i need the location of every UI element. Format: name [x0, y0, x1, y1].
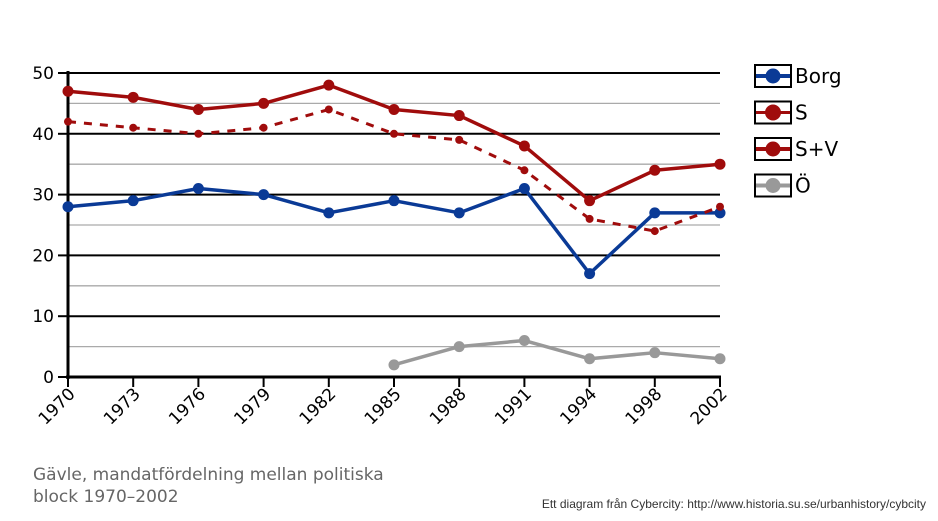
data-point-s	[64, 117, 72, 126]
x-tick-label: 1988	[426, 384, 471, 429]
legend-marker	[765, 141, 781, 157]
data-point-s	[259, 123, 268, 132]
legend-label: Borg	[795, 64, 842, 88]
data-point-o	[584, 353, 596, 365]
x-tick-label: 2002	[687, 384, 732, 429]
data-point-s	[129, 123, 138, 132]
data-point-borg	[258, 189, 270, 201]
data-point-o	[388, 359, 400, 371]
data-point-s-v	[388, 103, 400, 115]
x-tick-label: 1985	[361, 384, 406, 429]
legend-label: Ö	[795, 174, 811, 198]
data-point-s-v	[62, 85, 74, 97]
data-point-s-v	[518, 140, 530, 152]
data-point-s	[390, 129, 398, 138]
data-point-s-v	[453, 110, 465, 122]
data-point-s	[520, 166, 529, 175]
data-point-s-v	[258, 97, 270, 109]
data-point-s	[455, 135, 464, 144]
data-point-borg	[518, 183, 530, 195]
series-line-s	[67, 107, 721, 233]
x-tick-label: 1991	[491, 384, 536, 429]
legend-marker	[765, 104, 781, 121]
y-tick-label: 10	[32, 307, 54, 327]
chart-caption: Gävle, mandatfördelning mellan politiska…	[33, 465, 384, 507]
data-point-o	[518, 335, 530, 347]
credit-text: Ett diagram från Cybercity: http://www.h…	[541, 497, 926, 511]
x-tick-label: 1976	[165, 384, 210, 429]
data-point-s	[650, 227, 659, 236]
data-point-s	[716, 202, 724, 211]
data-point-borg	[649, 207, 661, 219]
data-point-borg	[453, 207, 465, 219]
series-line-o	[393, 338, 721, 367]
x-tick-label: 1994	[556, 384, 601, 429]
data-point-s	[324, 105, 333, 114]
data-point-s-v	[649, 164, 661, 176]
data-point-s-v	[192, 103, 204, 115]
data-point-o	[649, 347, 661, 359]
legend-marker	[765, 68, 781, 84]
data-point-s	[194, 129, 203, 138]
x-tick-label: 1973	[100, 384, 145, 429]
data-point-s-v	[714, 158, 726, 170]
data-point-borg	[388, 195, 400, 207]
x-tick-label: 1970	[35, 384, 80, 429]
data-point-borg	[127, 195, 139, 207]
series-line-s-v	[67, 83, 721, 203]
y-tick-label: 30	[32, 186, 54, 206]
y-tick-label: 0	[43, 368, 54, 388]
y-tick-label: 20	[32, 246, 54, 266]
legend-label: S+V	[795, 137, 838, 161]
legend-label: S	[795, 101, 808, 125]
y-tick-label: 40	[32, 125, 54, 145]
x-tick-label: 1979	[230, 384, 275, 429]
x-tick-label: 1998	[622, 384, 667, 429]
data-point-s-v	[127, 91, 139, 103]
legend-marker	[765, 178, 781, 193]
x-tick-label: 1982	[296, 384, 341, 429]
data-point-o	[453, 341, 465, 353]
data-point-borg	[584, 268, 596, 280]
data-point-s-v	[323, 79, 335, 91]
data-point-borg	[192, 183, 204, 195]
data-point-s	[585, 214, 594, 223]
data-point-borg	[62, 201, 74, 213]
data-point-s-v	[584, 195, 596, 207]
y-tick-label: 50	[32, 64, 54, 84]
data-point-borg	[714, 207, 726, 219]
data-point-borg	[323, 207, 335, 219]
data-point-o	[714, 353, 726, 365]
